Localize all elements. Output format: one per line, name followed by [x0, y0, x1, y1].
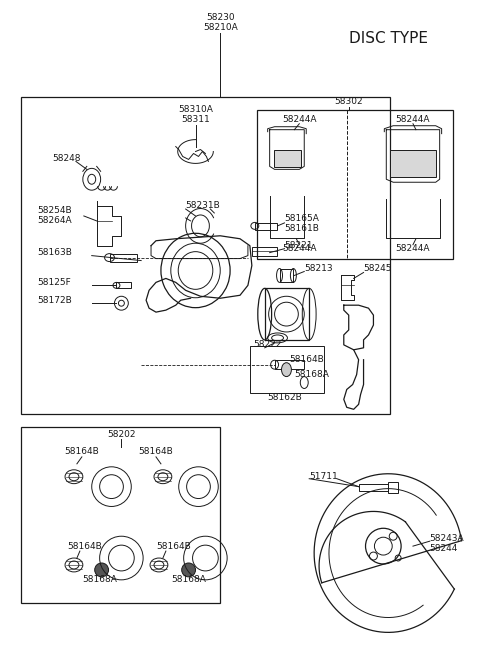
Text: 58243A: 58243A	[430, 534, 465, 543]
Circle shape	[182, 563, 195, 577]
Text: 58221: 58221	[285, 241, 313, 250]
Text: 58254B: 58254B	[37, 206, 72, 215]
Text: 58264A: 58264A	[37, 216, 72, 225]
Bar	[359, 483, 388, 491]
Text: 58310A: 58310A	[178, 105, 213, 115]
Text: 58161B: 58161B	[285, 225, 319, 233]
Text: 58210A: 58210A	[203, 23, 238, 32]
Bar	[250, 346, 324, 394]
Text: 58163B: 58163B	[37, 248, 72, 257]
Text: 58231B: 58231B	[186, 200, 220, 210]
Bar	[388, 481, 398, 493]
Text: 58162B: 58162B	[267, 393, 302, 402]
Text: 58248: 58248	[52, 154, 81, 163]
Ellipse shape	[281, 363, 291, 377]
Text: 58172B: 58172B	[37, 296, 72, 305]
Bar	[275, 360, 304, 369]
Bar	[21, 427, 220, 603]
Bar	[264, 288, 309, 340]
Bar	[390, 149, 436, 178]
Text: 58164B: 58164B	[289, 355, 324, 364]
Text: 58165A: 58165A	[285, 214, 319, 223]
Text: 58164B: 58164B	[139, 447, 173, 457]
Text: 58244A: 58244A	[282, 244, 316, 253]
Bar	[109, 253, 137, 261]
Text: 58125F: 58125F	[37, 278, 71, 287]
Bar	[257, 110, 453, 259]
Text: 58168A: 58168A	[82, 575, 117, 584]
Text: 58311: 58311	[181, 115, 210, 124]
Text: 58164B: 58164B	[156, 542, 191, 551]
Text: 58222: 58222	[253, 341, 281, 349]
Text: 58202: 58202	[107, 430, 136, 439]
Text: 58164B: 58164B	[64, 447, 99, 457]
Text: 58213: 58213	[304, 264, 333, 273]
Text: 58244A: 58244A	[396, 115, 430, 124]
Text: 58168A: 58168A	[294, 370, 329, 379]
Bar	[21, 97, 390, 414]
Bar	[252, 247, 276, 255]
Bar	[279, 269, 293, 282]
Text: 58168A: 58168A	[171, 575, 206, 584]
Text: 58244A: 58244A	[282, 115, 316, 124]
Text: 58244: 58244	[430, 544, 458, 553]
Text: 58245: 58245	[363, 264, 392, 273]
Bar	[255, 223, 276, 230]
Circle shape	[95, 563, 108, 577]
Text: DISC TYPE: DISC TYPE	[349, 31, 428, 46]
Bar	[274, 149, 301, 168]
Text: 51711: 51711	[309, 472, 338, 481]
Bar	[117, 282, 131, 288]
Text: 58302: 58302	[335, 98, 363, 106]
Text: 58164B: 58164B	[67, 542, 102, 551]
Text: 58230: 58230	[206, 13, 235, 22]
Text: 58244A: 58244A	[396, 244, 430, 253]
